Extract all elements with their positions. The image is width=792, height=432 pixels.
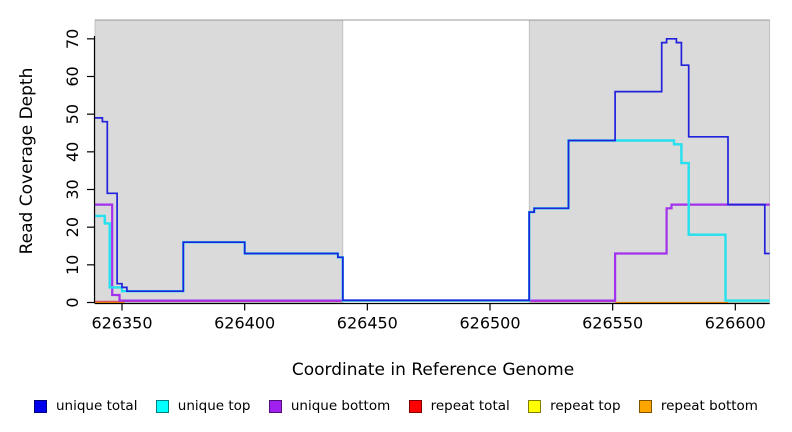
- x-tick-label: 626600: [705, 314, 766, 333]
- legend-item-repeat-bottom: repeat bottom: [638, 398, 758, 414]
- legend-label: repeat top: [550, 398, 621, 414]
- x-tick-label: 626350: [91, 314, 152, 333]
- series-line-unique-bottom: [95, 203, 770, 302]
- y-tick-label: 20: [63, 217, 82, 237]
- legend-swatch-icon: [155, 399, 169, 413]
- x-tick-label: 626450: [337, 314, 398, 333]
- shaded-region: [528, 19, 771, 304]
- legend-swatch-icon: [638, 399, 652, 413]
- legend-swatch-icon: [268, 399, 282, 413]
- y-tick-label: 60: [63, 66, 82, 86]
- x-tick-label: 626500: [459, 314, 520, 333]
- legend-label: unique total: [56, 398, 138, 414]
- legend-item-unique-total: unique total: [34, 398, 137, 414]
- legend-item-repeat-top: repeat top: [528, 398, 621, 414]
- y-tick-label: 40: [63, 142, 82, 162]
- y-tick-label: 50: [63, 104, 82, 124]
- x-axis-title: Coordinate in Reference Genome: [291, 360, 575, 380]
- x-tick-label: 626400: [214, 314, 275, 333]
- legend-label: unique top: [177, 398, 251, 414]
- plot-canvas: 626350 626400 626450 626500 626550 626600 0 10 2…: [63, 19, 771, 333]
- legend-item-unique-top: unique top: [155, 398, 251, 414]
- y-tick-label: 70: [63, 29, 82, 49]
- legend-swatch-icon: [408, 399, 422, 413]
- y-tick-label: 0: [63, 297, 82, 307]
- legend-item-unique-bottom: unique bottom: [268, 398, 391, 414]
- legend-label: repeat bottom: [660, 398, 758, 414]
- series-line-unique-total: [95, 37, 770, 302]
- y-axis-title: Read Coverage Depth: [17, 67, 37, 255]
- legend-label: repeat total: [430, 398, 510, 414]
- legend-swatch-icon: [34, 399, 47, 413]
- legend-label: unique bottom: [290, 398, 391, 414]
- chart-legend: unique total unique top unique bottom repea…: [0, 398, 792, 414]
- legend-swatch-icon: [528, 399, 542, 413]
- shaded-region: [94, 19, 344, 304]
- y-tick-label: 10: [63, 255, 82, 275]
- y-tick-label: 30: [63, 179, 82, 199]
- x-tick-label: 626550: [582, 314, 643, 333]
- legend-item-repeat-total: repeat total: [408, 398, 510, 414]
